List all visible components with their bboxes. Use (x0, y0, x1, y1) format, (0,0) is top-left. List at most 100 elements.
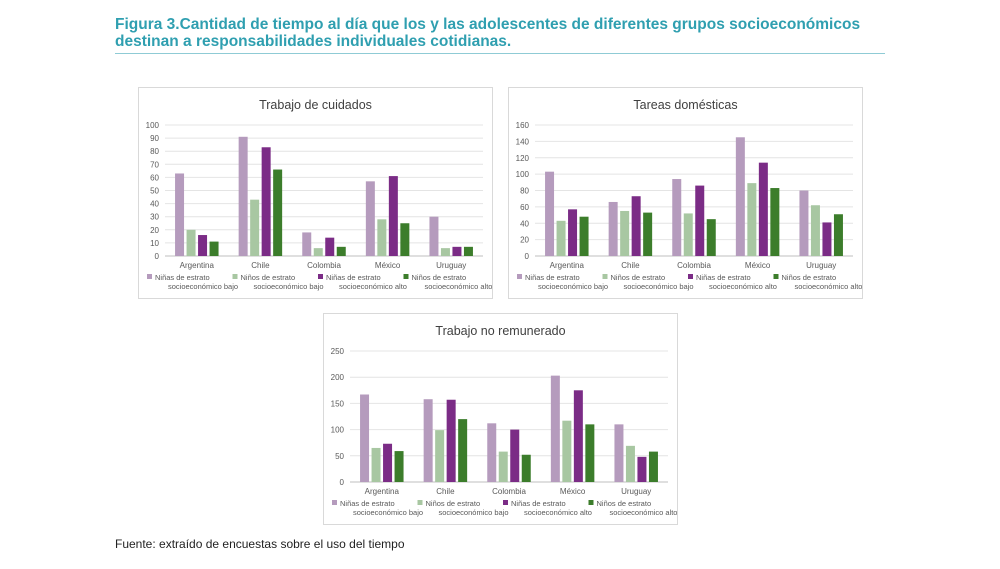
bar-colombia-series-3 (510, 429, 520, 482)
bar-mexico-series-4 (400, 223, 410, 256)
bar-uruguay-series-1 (799, 190, 809, 256)
y-tick-label: 40 (150, 200, 159, 209)
chart-title: Tareas domésticas (633, 98, 737, 112)
legend-swatch-1 (332, 500, 337, 505)
bar-uruguay-series-2 (440, 248, 450, 256)
legend-entry-line: Niñas de estrato (340, 499, 395, 508)
bar-colombia-series-1 (487, 423, 497, 482)
y-tick-label: 250 (331, 347, 345, 356)
figure-title-text: Cantidad de tiempo al día que los y las … (115, 16, 861, 50)
y-tick-label: 90 (150, 134, 159, 143)
bar-mexico-series-3 (758, 162, 768, 256)
legend-swatch-1 (517, 274, 522, 279)
bar-argentina-series-1 (545, 171, 555, 256)
y-tick-label: 60 (150, 173, 159, 182)
legend-swatch-2 (417, 500, 423, 505)
bar-mexico-series-4 (770, 188, 780, 256)
y-tick-label: 50 (150, 187, 159, 196)
x-tick-label: México (560, 487, 586, 496)
legend-entry-line: socioeconómico alto (425, 282, 493, 291)
y-tick-label: 50 (335, 452, 344, 461)
legend-entry-line: socioeconómico bajo (538, 282, 608, 291)
x-tick-label: Colombia (677, 261, 711, 270)
source-note: Fuente: extraído de encuestas sobre el u… (115, 537, 405, 551)
x-tick-label: Chile (251, 261, 270, 270)
legend-entry-line: socioeconómico alto (709, 282, 777, 291)
bar-colombia-series-1 (672, 179, 682, 256)
chart-trabajo-de-cuidados: Trabajo de cuidados 0 10 20 30 40 50 60 70 80 90 10… (138, 87, 493, 299)
bar-mexico-series-3 (573, 390, 583, 482)
x-tick-label: Uruguay (436, 261, 466, 270)
legend-entry-line: socioeconómico alto (795, 282, 863, 291)
bar-uruguay-series-4 (463, 246, 473, 256)
y-tick-label: 70 (150, 160, 159, 169)
legend-entry-line: Niñas de estrato (155, 273, 210, 282)
legend-entry-2: Niños de estrato socioeconómico bajo (611, 273, 694, 291)
bar-uruguay-series-3 (637, 456, 647, 482)
bar-chile-series-1 (238, 136, 248, 256)
bar-chile-series-2 (435, 430, 445, 482)
legend-entry-line: socioeconómico alto (339, 282, 407, 291)
title-divider (115, 53, 885, 54)
legend-swatch-3 (503, 500, 508, 505)
legend-swatch-4 (588, 500, 594, 505)
y-tick-label: 20 (150, 226, 159, 235)
bar-colombia-series-2 (498, 451, 508, 482)
legend-entry-line: Niñas de estrato (511, 499, 566, 508)
bar-argentina-series-2 (186, 229, 196, 256)
bar-argentina-series-4 (579, 216, 589, 256)
legend-entry-line: socioeconómico alto (524, 508, 592, 517)
y-tick-label: 100 (146, 121, 160, 130)
y-tick-label: 100 (331, 426, 345, 435)
x-tick-label: Chile (436, 487, 455, 496)
x-tick-label: Argentina (365, 487, 400, 496)
bar-uruguay-series-2 (810, 205, 820, 256)
bar-chile-series-3 (631, 196, 641, 256)
bar-uruguay-series-1 (429, 216, 439, 256)
legend-entry-line: socioeconómico bajo (439, 508, 509, 517)
figure-label: Figura 3. (115, 16, 180, 33)
legend-swatch-2 (232, 274, 238, 279)
legend-entry-line: Niñas de estrato (696, 273, 751, 282)
x-tick-label: Argentina (550, 261, 585, 270)
y-tick-label: 200 (331, 373, 345, 382)
x-tick-label: Uruguay (806, 261, 836, 270)
bar-argentina-series-4 (394, 451, 404, 482)
bar-chile-series-1 (608, 201, 618, 256)
legend-entry-1: Niñas de estrato socioeconómico bajo (525, 273, 608, 291)
chart-tareas-domesticas: Tareas domésticas 0 20 40 60 80 100 120 140 160 Ar… (508, 87, 863, 299)
y-tick-label: 40 (520, 219, 529, 228)
bar-uruguay-series-1 (614, 424, 624, 482)
y-tick-label: 0 (525, 252, 530, 261)
legend-swatch-2 (602, 274, 608, 279)
bar-argentina-series-1 (360, 394, 370, 482)
bar-uruguay-series-3 (822, 222, 832, 256)
bar-uruguay-series-4 (833, 214, 843, 256)
y-tick-label: 60 (520, 203, 529, 212)
bar-uruguay-series-4 (648, 451, 658, 482)
legend-entry-line: socioeconómico bajo (254, 282, 324, 291)
legend-entry-line: Niños de estrato (597, 499, 652, 508)
legend-entry-4: Niños de estrato socioeconómico alto (782, 273, 863, 291)
legend-entry-2: Niños de estrato socioeconómico bajo (241, 273, 324, 291)
legend-entry-line: socioeconómico bajo (624, 282, 694, 291)
bar-colombia-series-4 (336, 246, 346, 256)
y-tick-label: 150 (331, 399, 345, 408)
bar-colombia-series-2 (313, 248, 323, 256)
chart-svg: Trabajo no remunerado 0 50 100 150 200 250 Arge… (331, 324, 678, 517)
figure-title: Figura 3.Cantidad de tiempo al día que l… (115, 16, 885, 50)
bar-colombia-series-4 (706, 219, 716, 256)
bar-mexico-series-1 (735, 137, 745, 256)
bar-mexico-series-4 (585, 424, 595, 482)
x-tick-label: Uruguay (621, 487, 651, 496)
legend-entry-line: Niñas de estrato (326, 273, 381, 282)
bar-argentina-series-3 (383, 443, 393, 482)
y-tick-label: 10 (150, 239, 159, 248)
legend-swatch-3 (318, 274, 323, 279)
bar-chile-series-3 (261, 147, 271, 256)
legend-entry-line: socioeconómico alto (610, 508, 678, 517)
x-tick-label: México (745, 261, 771, 270)
bar-argentina-series-1 (175, 173, 185, 256)
bar-chile-series-3 (446, 399, 456, 482)
legend-entry-4: Niños de estrato socioeconómico alto (597, 499, 678, 517)
